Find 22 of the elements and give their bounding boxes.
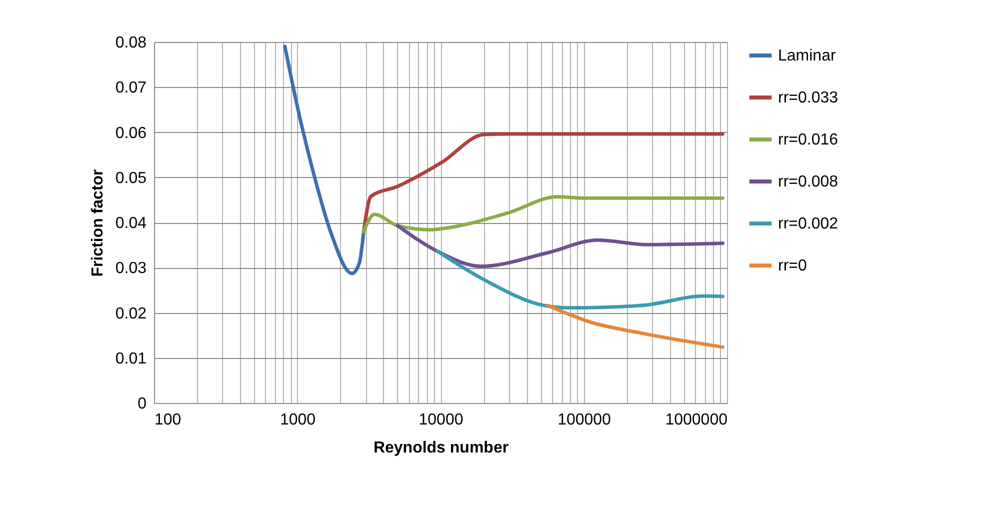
y-tick-label: 0.07 bbox=[115, 80, 147, 97]
legend-label: rr=0.008 bbox=[778, 174, 838, 190]
x-tick-label: 1000000 bbox=[665, 412, 728, 428]
legend-label: rr=0 bbox=[778, 258, 807, 274]
x-tick-label: 100000 bbox=[558, 412, 612, 428]
y-tick-label: 0 bbox=[138, 396, 147, 412]
y-tick-label: 0.02 bbox=[115, 305, 147, 322]
legend-label: Laminar bbox=[778, 48, 836, 64]
y-tick-label: 0.06 bbox=[115, 124, 147, 142]
legend-label: rr=0.002 bbox=[778, 216, 838, 232]
legend-label: rr=0.033 bbox=[778, 90, 838, 106]
y-tick-label: 0.01 bbox=[115, 350, 147, 368]
y-tick-label: 0.04 bbox=[115, 215, 147, 232]
legend-label: rr=0.016 bbox=[778, 132, 838, 148]
x-tick-label: 100 bbox=[154, 412, 182, 428]
y-axis-title: Friction factor bbox=[89, 169, 106, 277]
x-tick-label: 10000 bbox=[418, 412, 464, 428]
y-tick-label: 0.08 bbox=[115, 34, 147, 52]
y-tick-label: 0.03 bbox=[115, 260, 147, 278]
x-tick-label: 1000 bbox=[280, 412, 316, 428]
x-axis-title: Reynolds number bbox=[373, 440, 509, 456]
y-tick-label: 0.05 bbox=[115, 170, 147, 187]
